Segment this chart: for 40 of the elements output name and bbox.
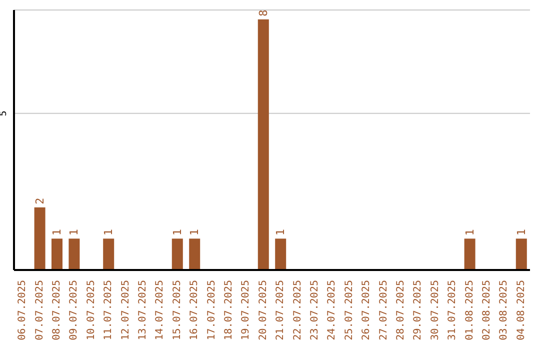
x-tick-label: 21.07.2025 <box>275 280 286 340</box>
data-label: 1 <box>50 229 64 236</box>
data-label: 1 <box>170 229 184 236</box>
data-label: 1 <box>514 229 528 236</box>
x-tick-label: 27.07.2025 <box>378 280 390 340</box>
x-tick-label: 09.07.2025 <box>68 280 80 340</box>
data-label: 1 <box>274 229 288 236</box>
data-label: 1 <box>463 229 476 236</box>
x-tick-label: 07.07.2025 <box>34 280 46 340</box>
x-tick-label: 14.07.2025 <box>154 280 166 340</box>
x-tick-label: 26.07.2025 <box>361 280 372 340</box>
data-label: 1 <box>102 229 116 236</box>
x-tick-label: 10.07.2025 <box>86 280 97 340</box>
x-tick-label: 20.07.2025 <box>258 280 269 340</box>
data-label: 1 <box>68 229 81 236</box>
x-tick-label: 04.08.2025 <box>516 280 527 340</box>
x-tick-label: 16.07.2025 <box>189 280 200 340</box>
x-tick-label: 11.07.2025 <box>103 280 114 340</box>
x-tick-label: 19.07.2025 <box>240 280 252 340</box>
x-tick-label: 24.07.2025 <box>326 280 338 340</box>
x-tick-label: 23.07.2025 <box>310 280 320 340</box>
data-label: 1 <box>188 229 202 236</box>
x-tick-label: 17.07.2025 <box>206 280 218 340</box>
x-tick-label: 02.08.2025 <box>482 280 492 340</box>
x-tick-label: 06.07.2025 <box>17 280 28 340</box>
data-label: 8 <box>256 10 270 16</box>
x-tick-label: 22.07.2025 <box>292 280 304 340</box>
x-tick-label: 15.07.2025 <box>172 280 183 340</box>
x-tick-label: 25.07.2025 <box>344 280 355 340</box>
x-tick-label: 18.07.2025 <box>224 280 234 340</box>
data-label: 2 <box>33 198 46 204</box>
x-tick-label: 28.07.2025 <box>396 280 406 340</box>
x-tick-label: 12.07.2025 <box>120 280 132 340</box>
x-tick-label: 31.07.2025 <box>447 280 458 340</box>
x-tick-label: 13.07.2025 <box>138 280 148 340</box>
x-tick-label: 30.07.2025 <box>430 280 441 340</box>
x-tick-label: 01.08.2025 <box>464 280 476 340</box>
x-tick-label: 08.07.2025 <box>52 280 62 340</box>
x-tick-label: 29.07.2025 <box>412 280 424 340</box>
x-tick-label: 03.08.2025 <box>498 280 510 340</box>
